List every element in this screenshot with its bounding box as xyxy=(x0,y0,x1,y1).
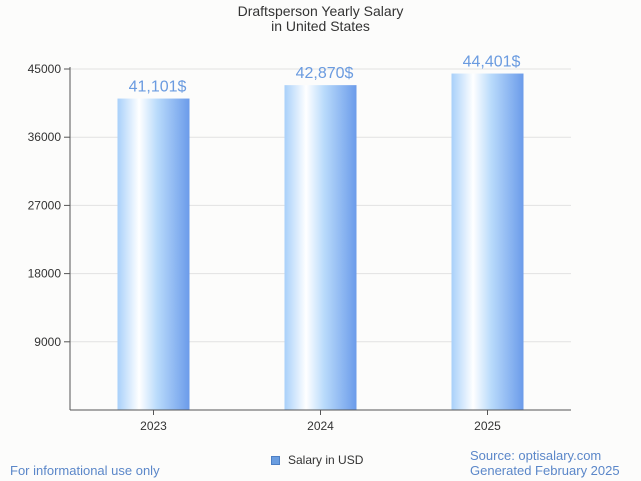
data-label: 44,401$ xyxy=(463,54,521,71)
bar xyxy=(284,85,357,411)
chart-title: Draftsperson Yearly Salary xyxy=(237,3,404,19)
x-tick-label: 2025 xyxy=(474,419,501,433)
bar xyxy=(451,73,524,410)
legend-swatch xyxy=(271,455,280,465)
y-tick-label: 27000 xyxy=(28,198,62,212)
data-label: 41,101$ xyxy=(129,79,187,96)
source-text: Source: optisalary.com xyxy=(470,448,602,463)
y-tick-label: 18000 xyxy=(28,267,62,281)
generated-text: Generated February 2025 xyxy=(470,463,620,478)
data-label: 42,870$ xyxy=(296,65,354,82)
axis-layer: 9000 18000 27000 36000 45000 2023 2024 2025 xyxy=(28,62,571,433)
chart-title-block: Draftsperson Yearly Salary in United Sta… xyxy=(0,4,641,34)
bars-layer xyxy=(117,73,524,411)
x-tick-label: 2023 xyxy=(140,419,167,433)
y-tick-label: 45000 xyxy=(28,62,62,76)
bar xyxy=(117,98,190,411)
legend: Salary in USD xyxy=(271,453,363,467)
source-block: Source: optisalary.com Generated Februar… xyxy=(470,448,620,478)
labels-layer: 41,101$ 42,870$ 44,401$ xyxy=(129,54,521,96)
legend-label: Salary in USD xyxy=(288,453,364,467)
y-tick-label: 9000 xyxy=(34,335,61,349)
y-tick-label: 36000 xyxy=(28,130,62,144)
disclaimer-text: For informational use only xyxy=(10,463,160,478)
chart-subtitle: in United States xyxy=(271,18,370,34)
x-tick-label: 2024 xyxy=(307,419,334,433)
